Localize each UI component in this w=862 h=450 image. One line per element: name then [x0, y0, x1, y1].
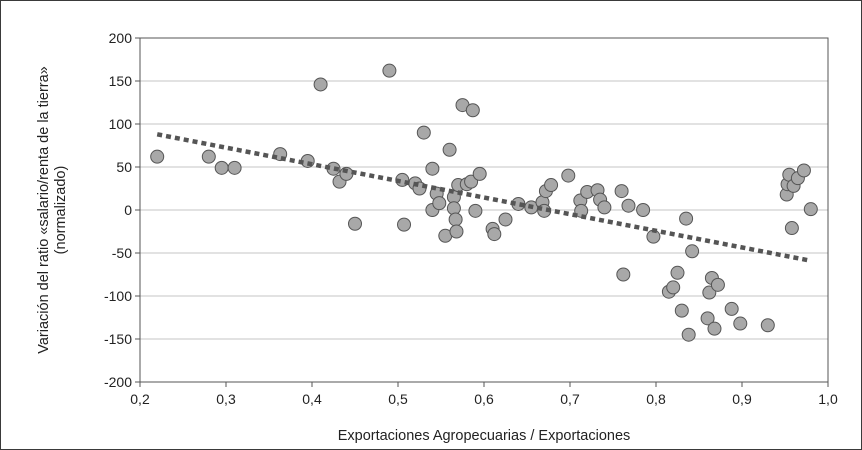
data-point	[700, 311, 715, 326]
data-point	[760, 318, 775, 333]
x-tick-label: 0,8	[646, 391, 666, 407]
data-point	[465, 103, 480, 118]
data-point	[707, 321, 722, 336]
data-point	[442, 142, 457, 157]
data-point	[313, 77, 328, 92]
data-point	[614, 184, 629, 199]
data-point	[710, 277, 725, 292]
x-tick-label: 0,9	[732, 391, 752, 407]
y-tick-label: 150	[109, 73, 133, 89]
y-tick-label: 50	[116, 159, 132, 175]
x-tick-label: 0,7	[560, 391, 580, 407]
x-axis-label: Exportaciones Agropecuarias / Exportacio…	[338, 428, 631, 444]
x-tick-label: 0,6	[474, 391, 494, 407]
data-point	[670, 265, 685, 280]
data-point	[487, 227, 502, 242]
data-point	[150, 149, 165, 164]
data-point	[679, 211, 694, 226]
data-point	[724, 301, 739, 316]
data-point	[674, 303, 689, 318]
data-point	[597, 200, 612, 215]
data-point	[214, 160, 229, 175]
y-axis-label-line-1: Variación del ratio «salario/renta de la…	[36, 66, 52, 353]
x-tick-label: 0,2	[130, 391, 150, 407]
data-point	[472, 166, 487, 181]
data-point	[544, 178, 559, 193]
data-point	[432, 196, 447, 211]
data-point	[468, 203, 483, 218]
y-axis-ticks: 200 150 100 50 0 -50 -100 -150 -200	[104, 30, 140, 390]
x-tick-label: 0,4	[302, 391, 322, 407]
data-point	[616, 267, 631, 282]
data-point	[227, 160, 242, 175]
data-point	[796, 163, 811, 178]
y-tick-label: -100	[104, 288, 132, 304]
data-point	[666, 280, 681, 295]
data-point	[448, 212, 463, 227]
x-tick-label: 0,3	[216, 391, 236, 407]
x-tick-label: 1,0	[818, 391, 838, 407]
y-tick-label: -200	[104, 374, 132, 390]
data-point	[397, 217, 412, 232]
y-tick-label: 100	[109, 116, 133, 132]
data-point	[382, 63, 397, 78]
x-tick-label: 0,5	[388, 391, 408, 407]
y-tick-label: 0	[124, 202, 132, 218]
y-axis-label-line-2: (normalizado)	[53, 166, 69, 255]
data-point	[348, 216, 362, 231]
y-tick-label: -150	[104, 331, 132, 347]
data-point	[201, 149, 216, 164]
data-point	[681, 327, 696, 342]
data-points	[150, 63, 818, 342]
data-point	[425, 161, 440, 176]
data-point	[733, 316, 748, 331]
y-tick-label: 200	[109, 30, 133, 46]
data-point	[498, 212, 513, 227]
data-point	[561, 168, 576, 183]
data-point	[636, 203, 651, 217]
data-point	[621, 198, 636, 213]
data-point	[449, 224, 464, 239]
data-point	[685, 244, 700, 259]
data-point	[784, 221, 799, 236]
x-axis-ticks: 0,2 0,3 0,4 0,5 0,6 0,7 0,8 0,9 1,0	[130, 382, 838, 407]
y-tick-label: -50	[112, 245, 132, 261]
data-point	[416, 125, 431, 140]
data-point	[803, 202, 818, 217]
trendline	[156, 132, 812, 263]
